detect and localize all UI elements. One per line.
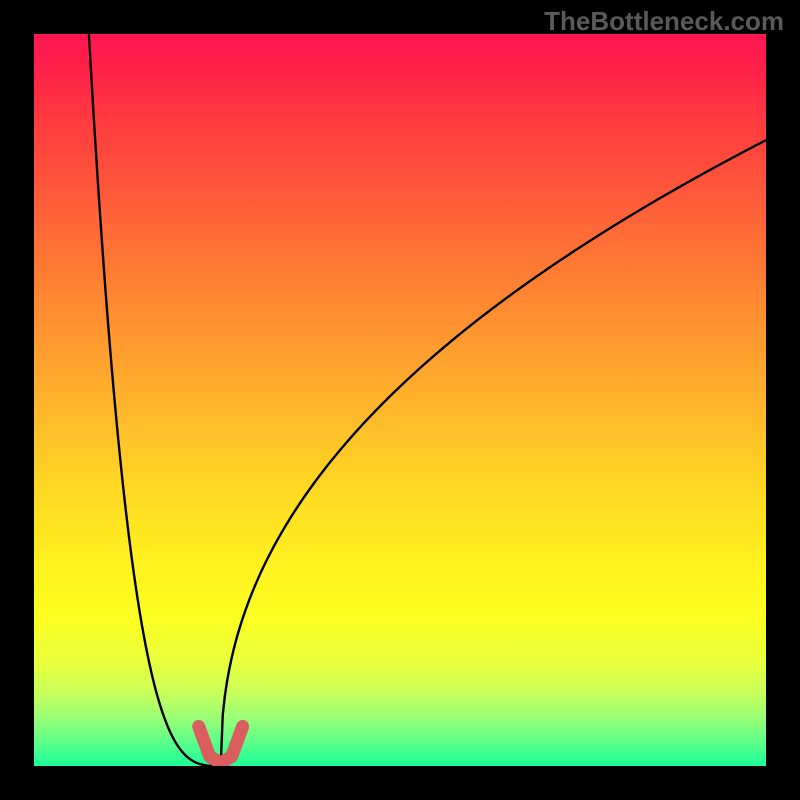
plot-svg — [34, 34, 766, 766]
chart-container: TheBottleneck.com — [0, 0, 800, 800]
gradient-background — [34, 34, 766, 766]
plot-area — [34, 34, 766, 766]
watermark-text: TheBottleneck.com — [544, 6, 784, 37]
